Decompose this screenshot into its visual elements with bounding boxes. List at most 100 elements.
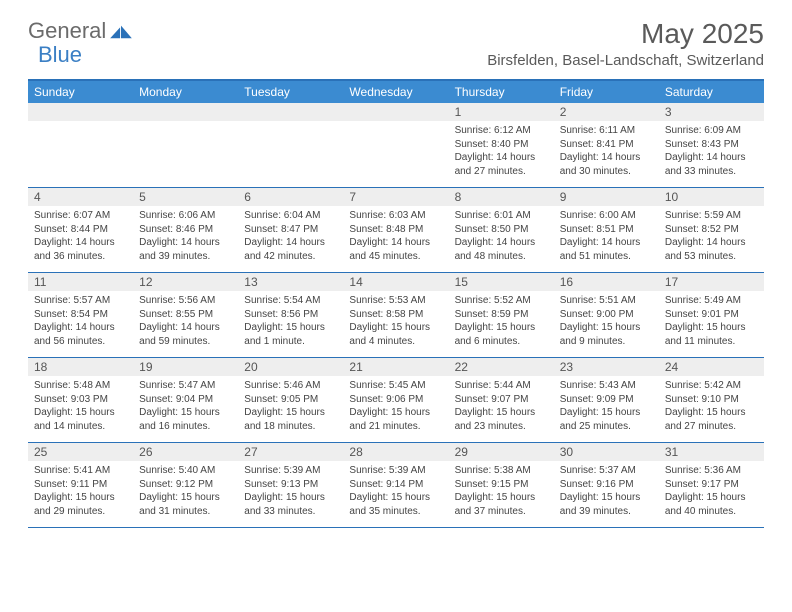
- calendar-cell: 27Sunrise: 5:39 AMSunset: 9:13 PMDayligh…: [238, 443, 343, 527]
- day-details: Sunrise: 6:00 AMSunset: 8:51 PMDaylight:…: [554, 206, 659, 267]
- calendar-cell: 18Sunrise: 5:48 AMSunset: 9:03 PMDayligh…: [28, 358, 133, 442]
- calendar-cell: 12Sunrise: 5:56 AMSunset: 8:55 PMDayligh…: [133, 273, 238, 357]
- daylight-line: Daylight: 15 hours and 9 minutes.: [560, 321, 653, 348]
- calendar-cell: 28Sunrise: 5:39 AMSunset: 9:14 PMDayligh…: [343, 443, 448, 527]
- sunset-line: Sunset: 9:16 PM: [560, 478, 653, 492]
- daylight-line: Daylight: 14 hours and 27 minutes.: [455, 151, 548, 178]
- day-details: Sunrise: 5:43 AMSunset: 9:09 PMDaylight:…: [554, 376, 659, 437]
- title-block: May 2025 Birsfelden, Basel-Landschaft, S…: [487, 18, 764, 69]
- daylight-line: Daylight: 15 hours and 39 minutes.: [560, 491, 653, 518]
- sunrise-line: Sunrise: 5:43 AM: [560, 379, 653, 393]
- day-number: 6: [238, 188, 343, 206]
- sunset-line: Sunset: 9:14 PM: [349, 478, 442, 492]
- weekday-label: Saturday: [659, 81, 764, 103]
- calendar-cell: 13Sunrise: 5:54 AMSunset: 8:56 PMDayligh…: [238, 273, 343, 357]
- daylight-line: Daylight: 15 hours and 23 minutes.: [455, 406, 548, 433]
- sunset-line: Sunset: 8:41 PM: [560, 138, 653, 152]
- sunset-line: Sunset: 8:44 PM: [34, 223, 127, 237]
- weekday-label: Tuesday: [238, 81, 343, 103]
- sunrise-line: Sunrise: 5:53 AM: [349, 294, 442, 308]
- weekday-label: Wednesday: [343, 81, 448, 103]
- calendar-week: 18Sunrise: 5:48 AMSunset: 9:03 PMDayligh…: [28, 358, 764, 443]
- day-number: 5: [133, 188, 238, 206]
- sunrise-line: Sunrise: 5:54 AM: [244, 294, 337, 308]
- sunset-line: Sunset: 9:11 PM: [34, 478, 127, 492]
- calendar-cell: 10Sunrise: 5:59 AMSunset: 8:52 PMDayligh…: [659, 188, 764, 272]
- daylight-line: Daylight: 14 hours and 33 minutes.: [665, 151, 758, 178]
- sunset-line: Sunset: 9:12 PM: [139, 478, 232, 492]
- day-details: Sunrise: 5:38 AMSunset: 9:15 PMDaylight:…: [449, 461, 554, 522]
- day-number: 3: [659, 103, 764, 121]
- calendar-cell: 7Sunrise: 6:03 AMSunset: 8:48 PMDaylight…: [343, 188, 448, 272]
- sunrise-line: Sunrise: 5:41 AM: [34, 464, 127, 478]
- day-details: [28, 121, 133, 128]
- sunrise-line: Sunrise: 5:59 AM: [665, 209, 758, 223]
- sunset-line: Sunset: 8:52 PM: [665, 223, 758, 237]
- daylight-line: Daylight: 15 hours and 6 minutes.: [455, 321, 548, 348]
- sunset-line: Sunset: 9:03 PM: [34, 393, 127, 407]
- daylight-line: Daylight: 14 hours and 36 minutes.: [34, 236, 127, 263]
- page-header: General May 2025 Birsfelden, Basel-Lands…: [0, 0, 792, 73]
- calendar-cell: 16Sunrise: 5:51 AMSunset: 9:00 PMDayligh…: [554, 273, 659, 357]
- sunset-line: Sunset: 9:06 PM: [349, 393, 442, 407]
- daylight-line: Daylight: 14 hours and 42 minutes.: [244, 236, 337, 263]
- day-number: 23: [554, 358, 659, 376]
- sunrise-line: Sunrise: 5:45 AM: [349, 379, 442, 393]
- sunrise-line: Sunrise: 6:03 AM: [349, 209, 442, 223]
- daylight-line: Daylight: 15 hours and 35 minutes.: [349, 491, 442, 518]
- sunrise-line: Sunrise: 5:51 AM: [560, 294, 653, 308]
- sunrise-line: Sunrise: 6:06 AM: [139, 209, 232, 223]
- daylight-line: Daylight: 15 hours and 21 minutes.: [349, 406, 442, 433]
- day-details: Sunrise: 5:47 AMSunset: 9:04 PMDaylight:…: [133, 376, 238, 437]
- sunrise-line: Sunrise: 6:07 AM: [34, 209, 127, 223]
- sunrise-line: Sunrise: 5:40 AM: [139, 464, 232, 478]
- calendar-cell: 22Sunrise: 5:44 AMSunset: 9:07 PMDayligh…: [449, 358, 554, 442]
- sunrise-line: Sunrise: 6:09 AM: [665, 124, 758, 138]
- day-details: Sunrise: 5:52 AMSunset: 8:59 PMDaylight:…: [449, 291, 554, 352]
- day-details: Sunrise: 5:51 AMSunset: 9:00 PMDaylight:…: [554, 291, 659, 352]
- daylight-line: Daylight: 14 hours and 56 minutes.: [34, 321, 127, 348]
- weekday-label: Thursday: [449, 81, 554, 103]
- calendar-cell: 29Sunrise: 5:38 AMSunset: 9:15 PMDayligh…: [449, 443, 554, 527]
- day-number: 7: [343, 188, 448, 206]
- daylight-line: Daylight: 15 hours and 37 minutes.: [455, 491, 548, 518]
- sunset-line: Sunset: 8:47 PM: [244, 223, 337, 237]
- calendar-cell: 5Sunrise: 6:06 AMSunset: 8:46 PMDaylight…: [133, 188, 238, 272]
- day-number: 9: [554, 188, 659, 206]
- calendar-cell: 20Sunrise: 5:46 AMSunset: 9:05 PMDayligh…: [238, 358, 343, 442]
- calendar-cell: 9Sunrise: 6:00 AMSunset: 8:51 PMDaylight…: [554, 188, 659, 272]
- daylight-line: Daylight: 15 hours and 33 minutes.: [244, 491, 337, 518]
- day-number: 1: [449, 103, 554, 121]
- daylight-line: Daylight: 15 hours and 40 minutes.: [665, 491, 758, 518]
- sunrise-line: Sunrise: 5:37 AM: [560, 464, 653, 478]
- daylight-line: Daylight: 14 hours and 48 minutes.: [455, 236, 548, 263]
- day-details: Sunrise: 5:39 AMSunset: 9:13 PMDaylight:…: [238, 461, 343, 522]
- day-details: Sunrise: 5:37 AMSunset: 9:16 PMDaylight:…: [554, 461, 659, 522]
- sunrise-line: Sunrise: 5:46 AM: [244, 379, 337, 393]
- day-number: 10: [659, 188, 764, 206]
- sunset-line: Sunset: 9:13 PM: [244, 478, 337, 492]
- sunset-line: Sunset: 9:05 PM: [244, 393, 337, 407]
- day-number: 16: [554, 273, 659, 291]
- daylight-line: Daylight: 14 hours and 30 minutes.: [560, 151, 653, 178]
- day-number: 8: [449, 188, 554, 206]
- logo-triangle-icon: [110, 22, 132, 40]
- day-number: 18: [28, 358, 133, 376]
- calendar-week: 1Sunrise: 6:12 AMSunset: 8:40 PMDaylight…: [28, 103, 764, 188]
- day-details: Sunrise: 5:56 AMSunset: 8:55 PMDaylight:…: [133, 291, 238, 352]
- sunset-line: Sunset: 8:50 PM: [455, 223, 548, 237]
- day-details: Sunrise: 5:36 AMSunset: 9:17 PMDaylight:…: [659, 461, 764, 522]
- sunset-line: Sunset: 8:51 PM: [560, 223, 653, 237]
- sunset-line: Sunset: 9:07 PM: [455, 393, 548, 407]
- day-number: [28, 103, 133, 121]
- sunrise-line: Sunrise: 5:42 AM: [665, 379, 758, 393]
- day-number: 17: [659, 273, 764, 291]
- day-number: 28: [343, 443, 448, 461]
- calendar-cell: [28, 103, 133, 187]
- sunrise-line: Sunrise: 5:44 AM: [455, 379, 548, 393]
- daylight-line: Daylight: 15 hours and 14 minutes.: [34, 406, 127, 433]
- daylight-line: Daylight: 15 hours and 16 minutes.: [139, 406, 232, 433]
- day-number: 2: [554, 103, 659, 121]
- day-number: 14: [343, 273, 448, 291]
- sunrise-line: Sunrise: 5:47 AM: [139, 379, 232, 393]
